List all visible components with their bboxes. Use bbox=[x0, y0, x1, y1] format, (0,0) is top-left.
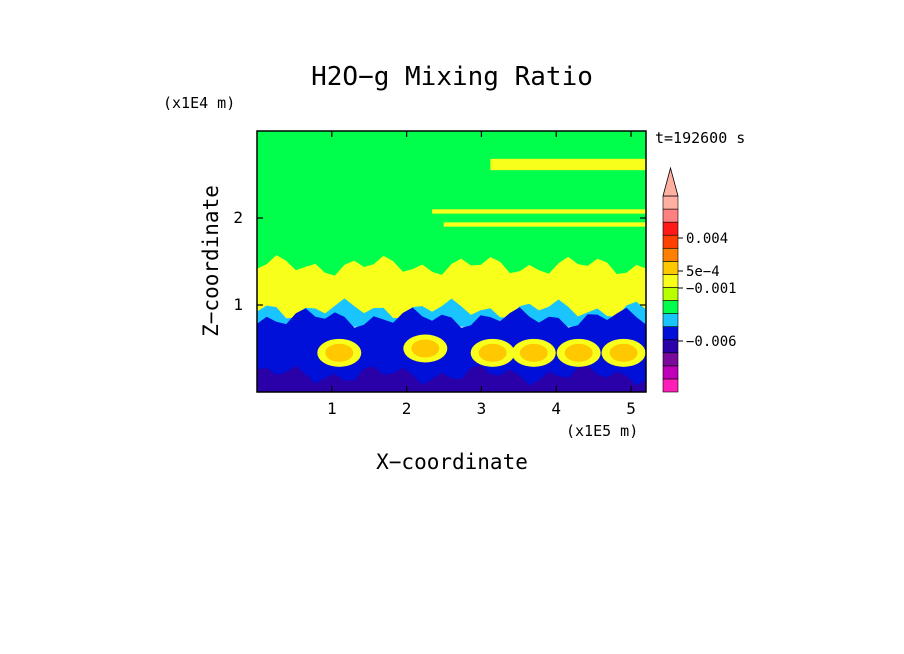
moist-streak bbox=[432, 209, 646, 214]
colorbar-swatch bbox=[662, 287, 679, 301]
x-axis: 1 2 3 4 5 bbox=[327, 131, 636, 418]
plot-area bbox=[257, 131, 646, 392]
colorbar-tick-label: −0.006 bbox=[686, 334, 737, 350]
colorbar-swatch bbox=[662, 352, 679, 367]
colorbar-swatch bbox=[662, 339, 679, 354]
x-tick-label: 2 bbox=[402, 399, 412, 418]
colorbar-tick-label: 0.004 bbox=[686, 231, 728, 247]
convective-cell bbox=[411, 339, 440, 358]
y-unit-label: (x1E4 m) bbox=[163, 94, 235, 112]
colorbar-swatch bbox=[662, 378, 679, 393]
colorbar-swatch bbox=[662, 300, 679, 314]
y-tick-label: 1 bbox=[233, 295, 243, 314]
chart-title: H2O−g Mixing Ratio bbox=[311, 62, 593, 92]
convective-cell bbox=[564, 343, 593, 362]
colorbar-labels: 0.004 5e−4−0.001 −0.006 bbox=[678, 231, 737, 350]
convective-cell bbox=[478, 343, 507, 362]
colorbar-swatch bbox=[662, 221, 679, 236]
y-axis: 12 bbox=[233, 208, 646, 314]
region-moist-layer bbox=[257, 255, 646, 319]
colorbar-extend-arrow bbox=[662, 166, 679, 197]
time-label: t=192600 s bbox=[655, 129, 745, 147]
x-axis-label: X−coordinate bbox=[376, 450, 528, 474]
x-unit-label: (x1E5 m) bbox=[566, 422, 638, 440]
region-surface-layer bbox=[257, 364, 646, 392]
colorbar-swatch bbox=[662, 195, 679, 210]
colorbar-swatch bbox=[662, 365, 679, 380]
x-tick-label: 1 bbox=[327, 399, 337, 418]
plot-frame bbox=[256, 130, 647, 393]
colorbar-swatch bbox=[662, 313, 679, 327]
convective-cell bbox=[519, 343, 548, 362]
moist-streak bbox=[443, 222, 646, 227]
colorbar-tick-label: −0.001 bbox=[686, 281, 737, 297]
convective-cell bbox=[325, 343, 354, 362]
x-tick-label: 3 bbox=[477, 399, 487, 418]
x-tick-label: 5 bbox=[626, 399, 636, 418]
convective-cell bbox=[609, 343, 638, 362]
y-tick-label: 2 bbox=[233, 208, 243, 227]
region-boundary-layer bbox=[257, 307, 646, 392]
x-tick-label: 4 bbox=[551, 399, 561, 418]
colorbar-swatch bbox=[662, 208, 679, 223]
y-axis-label: Z−coordinate bbox=[199, 185, 223, 337]
colorbar bbox=[662, 166, 679, 393]
colorbar-swatch bbox=[662, 326, 679, 341]
moist-streak bbox=[490, 158, 646, 171]
colorbar-swatch bbox=[662, 247, 679, 262]
colorbar-tick-label: 5e−4 bbox=[686, 264, 720, 280]
colorbar-swatch bbox=[662, 274, 679, 288]
colorbar-swatch bbox=[662, 261, 679, 275]
colorbar-swatch bbox=[662, 234, 679, 249]
